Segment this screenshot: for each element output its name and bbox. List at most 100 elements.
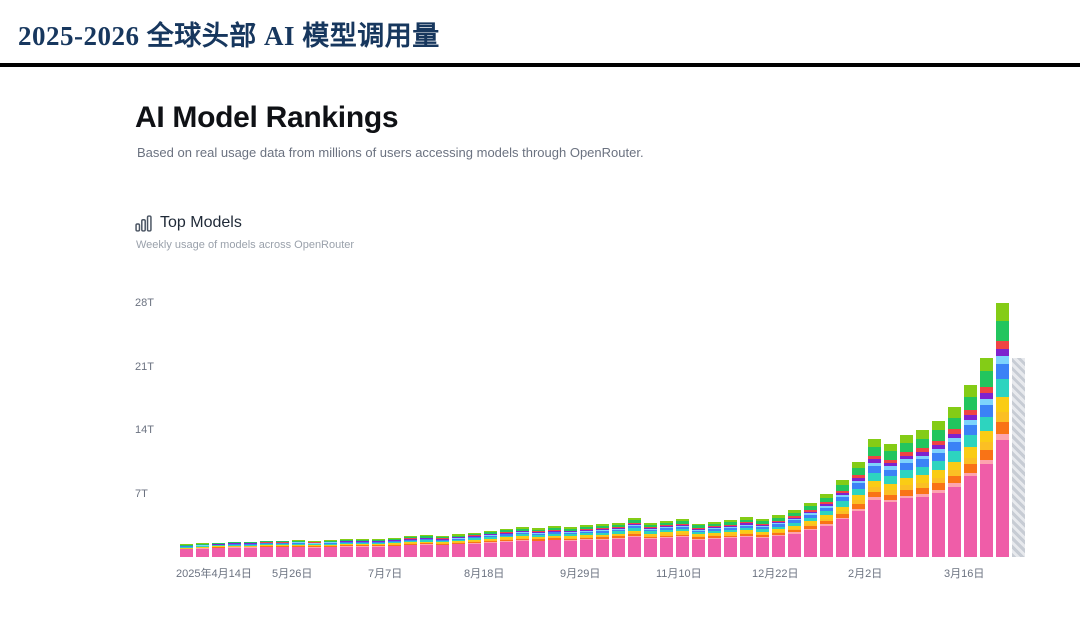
bar-segment xyxy=(788,534,801,557)
bar-segment xyxy=(644,539,657,557)
stacked-bar-week-42[interactable] xyxy=(852,462,865,557)
stacked-bar-week-36[interactable] xyxy=(756,519,769,557)
bar-segment xyxy=(372,547,385,557)
x-axis-label: 8月18日 xyxy=(464,565,504,581)
rankings-subtitle: Based on real usage data from millions o… xyxy=(137,145,1080,160)
stacked-bar-week-0[interactable] xyxy=(180,544,193,557)
stacked-bar-week-28[interactable] xyxy=(628,518,641,557)
stacked-bar-week-47[interactable] xyxy=(932,421,945,557)
stacked-bar-week-52[interactable] xyxy=(1012,358,1025,558)
stacked-bar-week-9[interactable] xyxy=(324,540,337,557)
stacked-bar-week-38[interactable] xyxy=(788,510,801,557)
bar-segment xyxy=(628,537,641,557)
stacked-bar-week-46[interactable] xyxy=(916,430,929,557)
stacked-bar-week-11[interactable] xyxy=(356,539,369,557)
x-axis-label: 9月29日 xyxy=(560,565,600,581)
bar-segment xyxy=(388,546,401,557)
bar-segment xyxy=(996,422,1009,435)
x-axis-label: 2月2日 xyxy=(848,565,882,581)
y-axis-label: 7T xyxy=(135,488,171,500)
stacked-bar-week-18[interactable] xyxy=(468,533,481,557)
stacked-bar-week-51[interactable] xyxy=(996,303,1009,557)
stacked-bar-week-16[interactable] xyxy=(436,536,449,557)
stacked-bar-week-12[interactable] xyxy=(372,539,385,557)
x-axis-label: 3月16日 xyxy=(944,565,984,581)
bar-segment xyxy=(468,544,481,558)
bar-segment xyxy=(868,447,881,456)
stacked-bar-week-19[interactable] xyxy=(484,531,497,557)
stacked-bar-week-23[interactable] xyxy=(548,526,561,557)
bar-segment xyxy=(884,476,897,484)
stacked-bar-week-15[interactable] xyxy=(420,535,433,557)
top-models-section-header: Top Models xyxy=(135,214,1080,232)
stacked-bar-week-37[interactable] xyxy=(772,515,785,557)
stacked-bar-week-49[interactable] xyxy=(964,385,977,557)
bar-segment xyxy=(996,341,1009,349)
bar-segment xyxy=(708,539,721,557)
bar-segment xyxy=(884,502,897,557)
bar-segment xyxy=(996,397,1009,412)
bar-segment xyxy=(436,545,449,557)
stacked-bar-week-14[interactable] xyxy=(404,536,417,557)
stacked-bar-week-31[interactable] xyxy=(676,519,689,557)
bar-segment-partial-week xyxy=(1012,358,1025,558)
stacked-bar-week-32[interactable] xyxy=(692,524,705,558)
x-axis-label: 7月7日 xyxy=(368,565,402,581)
bar-segment xyxy=(948,462,961,471)
bar-segment xyxy=(340,547,353,557)
bar-segment xyxy=(180,549,193,557)
stacked-bar-week-4[interactable] xyxy=(244,542,257,557)
stacked-bar-week-13[interactable] xyxy=(388,538,401,557)
stacked-bar-week-33[interactable] xyxy=(708,522,721,557)
stacked-bar-week-44[interactable] xyxy=(884,444,897,557)
bar-segment xyxy=(996,321,1009,341)
stacked-bar-week-2[interactable] xyxy=(212,543,225,557)
bar-segment xyxy=(996,356,1009,364)
stacked-bar-week-20[interactable] xyxy=(500,529,513,557)
stacked-bar-week-3[interactable] xyxy=(228,542,241,557)
stacked-bar-week-21[interactable] xyxy=(516,527,529,557)
bar-segment xyxy=(964,447,977,457)
stacked-bar-week-24[interactable] xyxy=(564,527,577,557)
stacked-bar-week-5[interactable] xyxy=(260,541,273,557)
bar-segment xyxy=(772,536,785,557)
openrouter-rankings-page: AI Model Rankings Based on real usage da… xyxy=(135,67,1080,587)
bar-segment xyxy=(964,435,977,447)
stacked-bar-week-26[interactable] xyxy=(596,524,609,557)
bar-segment xyxy=(292,547,305,557)
stacked-bar-week-6[interactable] xyxy=(276,541,289,557)
stacked-bar-week-8[interactable] xyxy=(308,541,321,557)
bar-segment xyxy=(932,453,945,461)
bar-segment xyxy=(932,421,945,430)
y-axis-label: 21T xyxy=(135,361,171,373)
bar-segment xyxy=(500,542,513,557)
bar-segment xyxy=(580,540,593,557)
stacked-bar-week-1[interactable] xyxy=(196,543,209,557)
stacked-bar-week-29[interactable] xyxy=(644,523,657,557)
stacked-bar-week-50[interactable] xyxy=(980,358,993,557)
stacked-bar-week-25[interactable] xyxy=(580,525,593,557)
bar-segment xyxy=(564,541,577,557)
bar-segment xyxy=(420,545,433,557)
stacked-bar-week-39[interactable] xyxy=(804,503,817,557)
stacked-bar-week-17[interactable] xyxy=(452,534,465,557)
stacked-bar-week-35[interactable] xyxy=(740,517,753,557)
bar-segment xyxy=(868,473,881,481)
stacked-bar-week-10[interactable] xyxy=(340,539,353,557)
bar-segment xyxy=(276,547,289,557)
stacked-bar-week-7[interactable] xyxy=(292,540,305,557)
bar-segment xyxy=(260,547,273,557)
stacked-bar-week-22[interactable] xyxy=(532,528,545,557)
bar-segment xyxy=(948,476,961,483)
stacked-bar-week-48[interactable] xyxy=(948,407,961,557)
stacked-bar-week-27[interactable] xyxy=(612,523,625,557)
stacked-bar-week-41[interactable] xyxy=(836,480,849,557)
stacked-bar-week-43[interactable] xyxy=(868,439,881,557)
stacked-bar-week-40[interactable] xyxy=(820,494,833,557)
bar-segment xyxy=(868,466,881,473)
bar-segment xyxy=(900,435,913,443)
stacked-bar-week-45[interactable] xyxy=(900,435,913,557)
stacked-bar-week-30[interactable] xyxy=(660,521,673,557)
stacked-bar-week-34[interactable] xyxy=(724,520,737,557)
